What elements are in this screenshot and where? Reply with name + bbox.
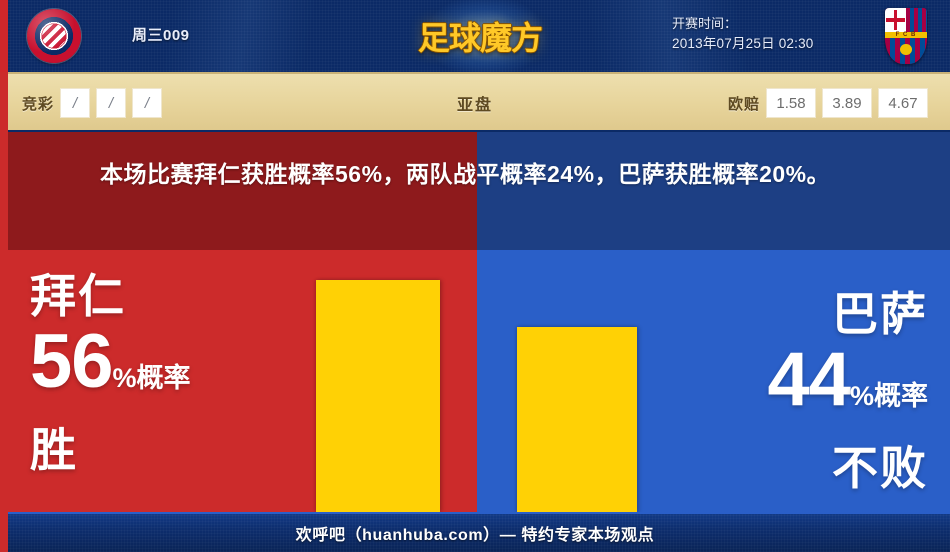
crest-ball bbox=[900, 43, 912, 56]
summary-text: 本场比赛拜仁获胜概率56%，两队战平概率24%，巴萨获胜概率20%。 bbox=[100, 161, 831, 187]
bar-home-probability bbox=[316, 280, 440, 512]
home-probability-unit: %概率 bbox=[112, 363, 191, 393]
away-outcome-label: 不败 bbox=[832, 442, 928, 494]
away-team-block: 巴萨 44%概率 不败 bbox=[628, 286, 928, 497]
home-team-block: 拜仁 56%概率 胜 bbox=[30, 268, 300, 479]
jingcai-cell-1[interactable]: / bbox=[60, 88, 91, 118]
header-bar: 周三009 足球魔方 开赛时间： 2013年07月25日 02:30 F C B bbox=[0, 0, 950, 72]
left-accent-rail bbox=[0, 0, 8, 552]
kickoff-time: 2013年07月25日 02:30 bbox=[672, 36, 814, 51]
probability-bar-chart: 拜仁 56%概率 胜 巴萨 44%概率 不败 bbox=[8, 250, 950, 512]
footer-bar: 欢呼吧（huanhuba.com）— 特约专家本场观点 bbox=[0, 512, 950, 552]
kickoff-block: 开赛时间： 2013年07月25日 02:30 bbox=[672, 14, 814, 54]
euro-odds-draw[interactable]: 3.89 bbox=[822, 88, 872, 118]
jingcai-label: 竞彩 bbox=[22, 95, 55, 113]
bayern-munich-crest-icon bbox=[27, 9, 81, 63]
left-accent-rail-top bbox=[0, 0, 8, 72]
footer-credit: 欢呼吧（huanhuba.com）— 特约专家本场观点 bbox=[295, 527, 655, 544]
odds-bar: 亚盘 竞彩 / / / 欧赔 1.58 3.89 4.67 bbox=[0, 72, 950, 130]
euro-odds-label: 欧赔 bbox=[727, 95, 760, 113]
away-probability-unit: %概率 bbox=[849, 381, 928, 411]
match-id-label: 周三009 bbox=[132, 27, 190, 44]
home-probability-value: 56 bbox=[30, 319, 114, 404]
bar-away-probability bbox=[517, 327, 637, 512]
euro-odds-group: 欧赔 1.58 3.89 4.67 bbox=[728, 88, 928, 118]
away-team-name: 巴萨 bbox=[832, 288, 928, 340]
summary-banner: 本场比赛拜仁获胜概率56%，两队战平概率24%，巴萨获胜概率20%。 bbox=[8, 132, 950, 250]
euro-odds-away[interactable]: 4.67 bbox=[878, 88, 928, 118]
brand-logo: 足球魔方 bbox=[418, 20, 543, 56]
away-probability-row: 44%概率 bbox=[628, 342, 928, 439]
jingcai-cell-3[interactable]: / bbox=[132, 88, 163, 118]
crest-band-text: F C B bbox=[885, 31, 927, 39]
kickoff-label: 开赛时间： bbox=[672, 16, 738, 31]
summary-left-background bbox=[8, 132, 477, 250]
home-probability-row: 56%概率 bbox=[30, 324, 300, 421]
summary-right-background bbox=[477, 132, 950, 250]
away-probability-value: 44 bbox=[767, 337, 851, 422]
jingcai-group: 竞彩 / / / bbox=[22, 88, 163, 118]
home-team-name: 拜仁 bbox=[30, 270, 126, 322]
home-outcome-label: 胜 bbox=[30, 424, 78, 476]
fc-barcelona-crest-icon: F C B bbox=[885, 8, 927, 64]
euro-odds-home[interactable]: 1.58 bbox=[766, 88, 816, 118]
jingcai-cell-2[interactable]: / bbox=[96, 88, 127, 118]
crest-cross-horizontal bbox=[885, 17, 906, 22]
crest-quarter-stripes bbox=[906, 8, 927, 32]
